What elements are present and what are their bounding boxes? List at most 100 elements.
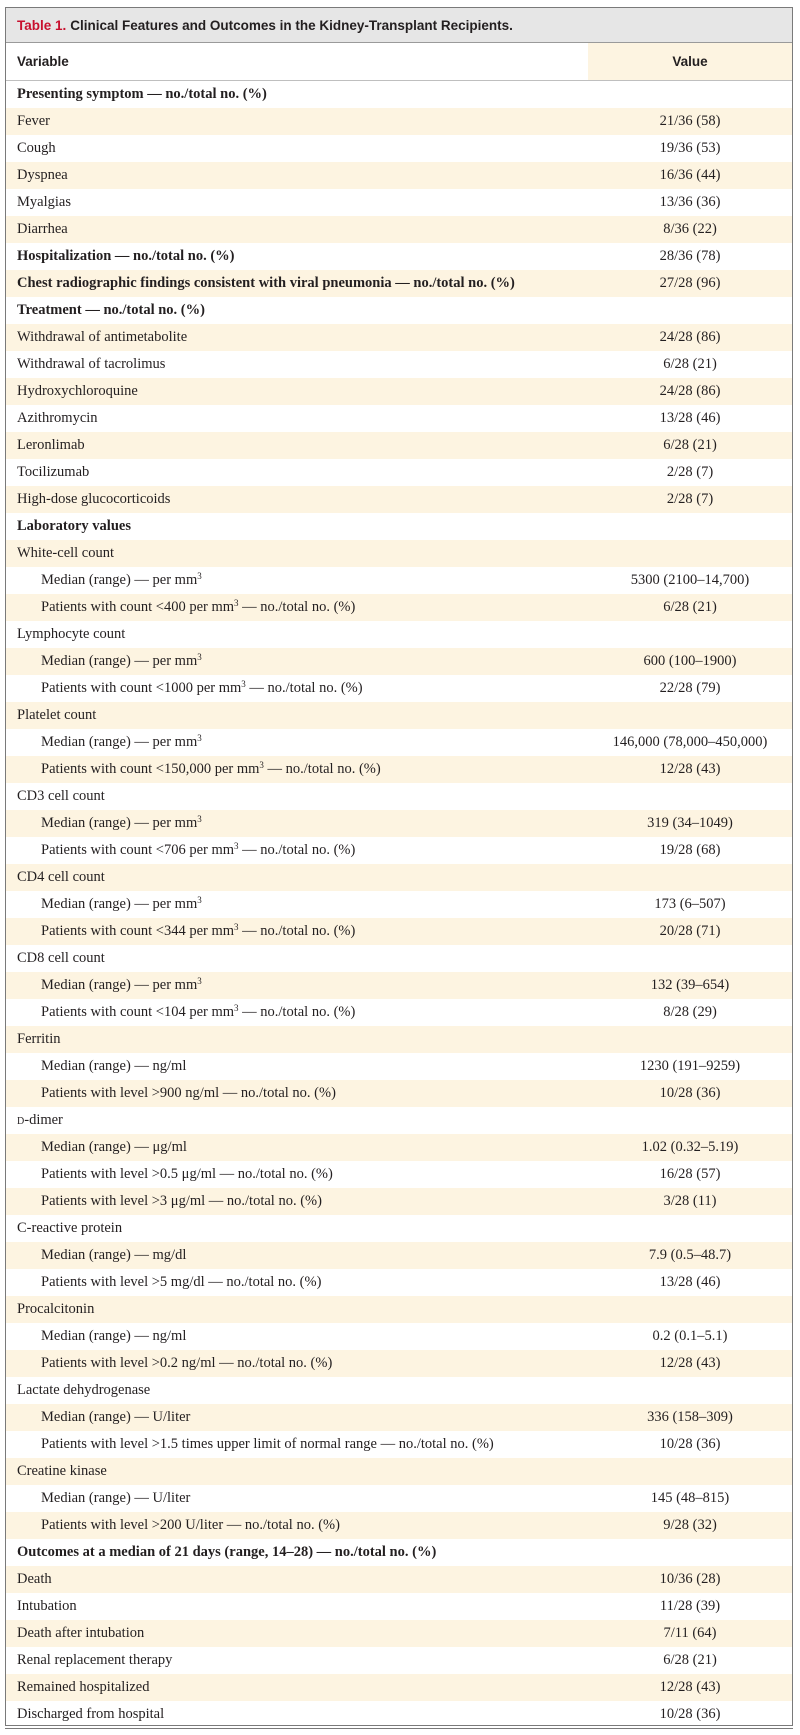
row-variable: Diarrhea: [6, 221, 588, 238]
row-variable: Hydroxychloroquine: [6, 383, 588, 400]
table-row: Patients with count <150,000 per mm3 — n…: [6, 756, 792, 783]
row-label: Median (range) — U/liter: [41, 1490, 191, 1506]
table-body: Presenting symptom — no./total no. (%) Fe…: [6, 81, 792, 1728]
row-variable: Patients with level >1.5 times upper lim…: [6, 1436, 588, 1453]
table-row: Leronlimab 6/28 (21): [6, 432, 792, 459]
row-variable: d-dimer: [6, 1112, 588, 1129]
row-value: 336 (158–309): [647, 1409, 733, 1425]
row-value: 28/36 (78): [659, 248, 721, 264]
row-label: Withdrawal of antimetabolite: [17, 329, 188, 345]
row-value: 13/36 (36): [659, 194, 721, 210]
row-label: Presenting symptom — no./total no. (%): [17, 86, 267, 102]
table-row: High-dose glucocorticoids 2/28 (7): [6, 486, 792, 513]
table-row: Dyspnea 16/36 (44): [6, 162, 792, 189]
row-variable: Tocilizumab: [6, 464, 588, 481]
row-label: Median (range) — ng/ml: [41, 1058, 187, 1074]
row-variable: Azithromycin: [6, 410, 588, 427]
table-section-row: Chest radiographic findings consistent w…: [6, 270, 792, 297]
table-number: Table 1.: [17, 17, 67, 33]
row-value: 10/28 (36): [659, 1085, 721, 1101]
table-row: Patients with level >0.5 μg/ml — no./tot…: [6, 1161, 792, 1188]
table-row: Renal replacement therapy 6/28 (21): [6, 1647, 792, 1674]
row-value: 19/28 (68): [659, 842, 721, 858]
row-label: Intubation: [17, 1598, 77, 1614]
table-section-row: Laboratory values: [6, 513, 792, 540]
table-row: Patients with count <1000 per mm3 — no./…: [6, 675, 792, 702]
superscript: 3: [197, 571, 202, 581]
row-variable: CD3 cell count: [6, 788, 588, 805]
table-row: Median (range) — per mm3 146,000 (78,000–…: [6, 729, 792, 756]
row-label: Median (range) — mg/dl: [41, 1247, 187, 1263]
row-label: Median (range) — U/liter: [41, 1409, 191, 1425]
superscript: 3: [197, 976, 202, 986]
row-variable: C-reactive protein: [6, 1220, 588, 1237]
row-label: Patients with count <400 per mm: [41, 599, 235, 615]
row-value: 173 (6–507): [654, 896, 726, 912]
row-value: 27/28 (96): [659, 275, 721, 291]
row-value: 11/28 (39): [659, 1598, 721, 1614]
row-label-suffix: — no./total no. (%): [238, 599, 356, 615]
row-variable: Patients with count <1000 per mm3 — no./…: [6, 680, 588, 697]
row-label: Patients with count <150,000 per mm: [41, 761, 260, 777]
table-row: Withdrawal of tacrolimus 6/28 (21): [6, 351, 792, 378]
row-value: 13/28 (46): [659, 410, 721, 426]
row-value: 0.2 (0.1–5.1): [652, 1328, 728, 1344]
table-row: Creatine kinase: [6, 1458, 792, 1485]
row-label: Remained hospitalized: [17, 1679, 150, 1695]
row-variable: Outcomes at a median of 21 days (range, …: [6, 1544, 588, 1561]
row-variable: Death: [6, 1571, 588, 1588]
row-label: Median (range) — ng/ml: [41, 1328, 187, 1344]
small-caps-prefix: d: [17, 1112, 25, 1128]
table-row: CD4 cell count: [6, 864, 792, 891]
row-label: Withdrawal of tacrolimus: [17, 356, 166, 372]
superscript: 3: [234, 598, 239, 608]
row-variable: Procalcitonin: [6, 1301, 588, 1318]
row-variable: Median (range) — U/liter: [6, 1409, 588, 1426]
row-label: Median (range) — per mm: [41, 977, 198, 993]
row-variable: Lymphocyte count: [6, 626, 588, 643]
row-label: White-cell count: [17, 545, 115, 561]
row-label: Median (range) — per mm: [41, 896, 198, 912]
table-section-row: Treatment — no./total no. (%): [6, 297, 792, 324]
table-row: Tocilizumab 2/28 (7): [6, 459, 792, 486]
row-label: Platelet count: [17, 707, 97, 723]
row-variable: Patients with count <400 per mm3 — no./t…: [6, 599, 588, 616]
row-variable: Creatine kinase: [6, 1463, 588, 1480]
row-value: 12/28 (43): [659, 1679, 721, 1695]
table-title: Clinical Features and Outcomes in the Ki…: [70, 17, 513, 33]
row-label: Hydroxychloroquine: [17, 383, 138, 399]
table-row: Remained hospitalized 12/28 (43): [6, 1674, 792, 1701]
row-label: Azithromycin: [17, 410, 98, 426]
superscript: 3: [197, 814, 202, 824]
table-row: Myalgias 13/36 (36): [6, 189, 792, 216]
row-value: 145 (48–815): [650, 1490, 730, 1506]
table-row: Patients with level >900 ng/ml — no./tot…: [6, 1080, 792, 1107]
row-value: 5300 (2100–14,700): [630, 572, 750, 588]
row-variable: Hospitalization — no./total no. (%): [6, 248, 588, 265]
row-label: Lactate dehydrogenase: [17, 1382, 151, 1398]
table-row: Patients with level >5 mg/dl — no./total…: [6, 1269, 792, 1296]
row-variable: Withdrawal of tacrolimus: [6, 356, 588, 373]
superscript: 3: [234, 922, 239, 932]
table-row: Patients with level >3 μg/ml — no./total…: [6, 1188, 792, 1215]
row-label: Dyspnea: [17, 167, 68, 183]
row-label: Median (range) — per mm: [41, 653, 198, 669]
row-variable: Patients with count <104 per mm3 — no./t…: [6, 1004, 588, 1021]
table-row: Patients with count <344 per mm3 — no./t…: [6, 918, 792, 945]
row-variable: Treatment — no./total no. (%): [6, 302, 588, 319]
table-header: Variable Value: [6, 43, 792, 81]
row-variable: Patients with level >0.2 ng/ml — no./tot…: [6, 1355, 588, 1372]
table-row: Median (range) — mg/dl 7.9 (0.5–48.7): [6, 1242, 792, 1269]
row-variable: Patients with count <344 per mm3 — no./t…: [6, 923, 588, 940]
row-label: Patients with level >3 μg/ml — no./total…: [41, 1193, 322, 1209]
table-row: Ferritin: [6, 1026, 792, 1053]
row-label: Myalgias: [17, 194, 71, 210]
row-variable: Median (range) — per mm3: [6, 572, 588, 589]
row-label: Patients with level >0.5 μg/ml — no./tot…: [41, 1166, 333, 1182]
row-variable: Renal replacement therapy: [6, 1652, 588, 1669]
row-label: Procalcitonin: [17, 1301, 95, 1317]
row-value: 319 (34–1049): [647, 815, 733, 831]
row-label: C-reactive protein: [17, 1220, 123, 1236]
row-label-suffix: — no./total no. (%): [245, 680, 363, 696]
row-label: CD8 cell count: [17, 950, 105, 966]
